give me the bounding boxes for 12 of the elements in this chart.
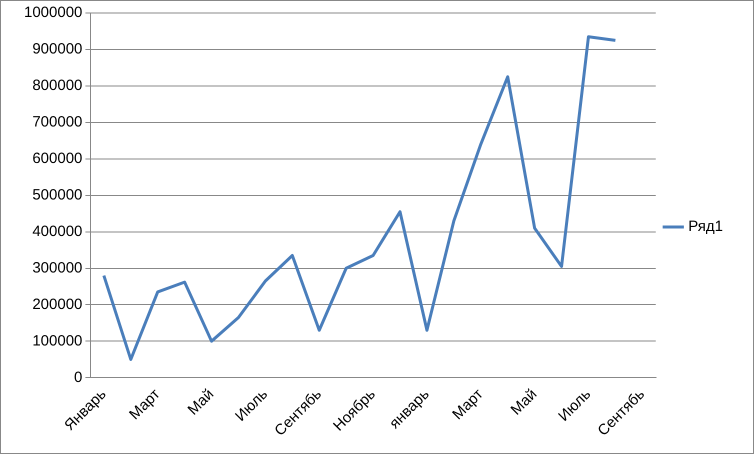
y-tick-label: 800000 xyxy=(32,77,82,94)
y-tick-label: 100000 xyxy=(32,332,82,350)
y-tick-label: 0 xyxy=(74,368,82,386)
y-tick-label: 200000 xyxy=(32,296,82,313)
y-tick-label: 300000 xyxy=(32,259,82,276)
y-tick-label: 1000000 xyxy=(24,4,82,22)
y-tick-label: 900000 xyxy=(32,40,82,58)
y-tick-label: 700000 xyxy=(32,114,82,131)
y-tick-label: 500000 xyxy=(32,186,82,204)
y-tick-label: 400000 xyxy=(32,222,82,240)
legend-label: Ряд1 xyxy=(688,218,724,236)
y-tick-label: 600000 xyxy=(32,150,82,167)
